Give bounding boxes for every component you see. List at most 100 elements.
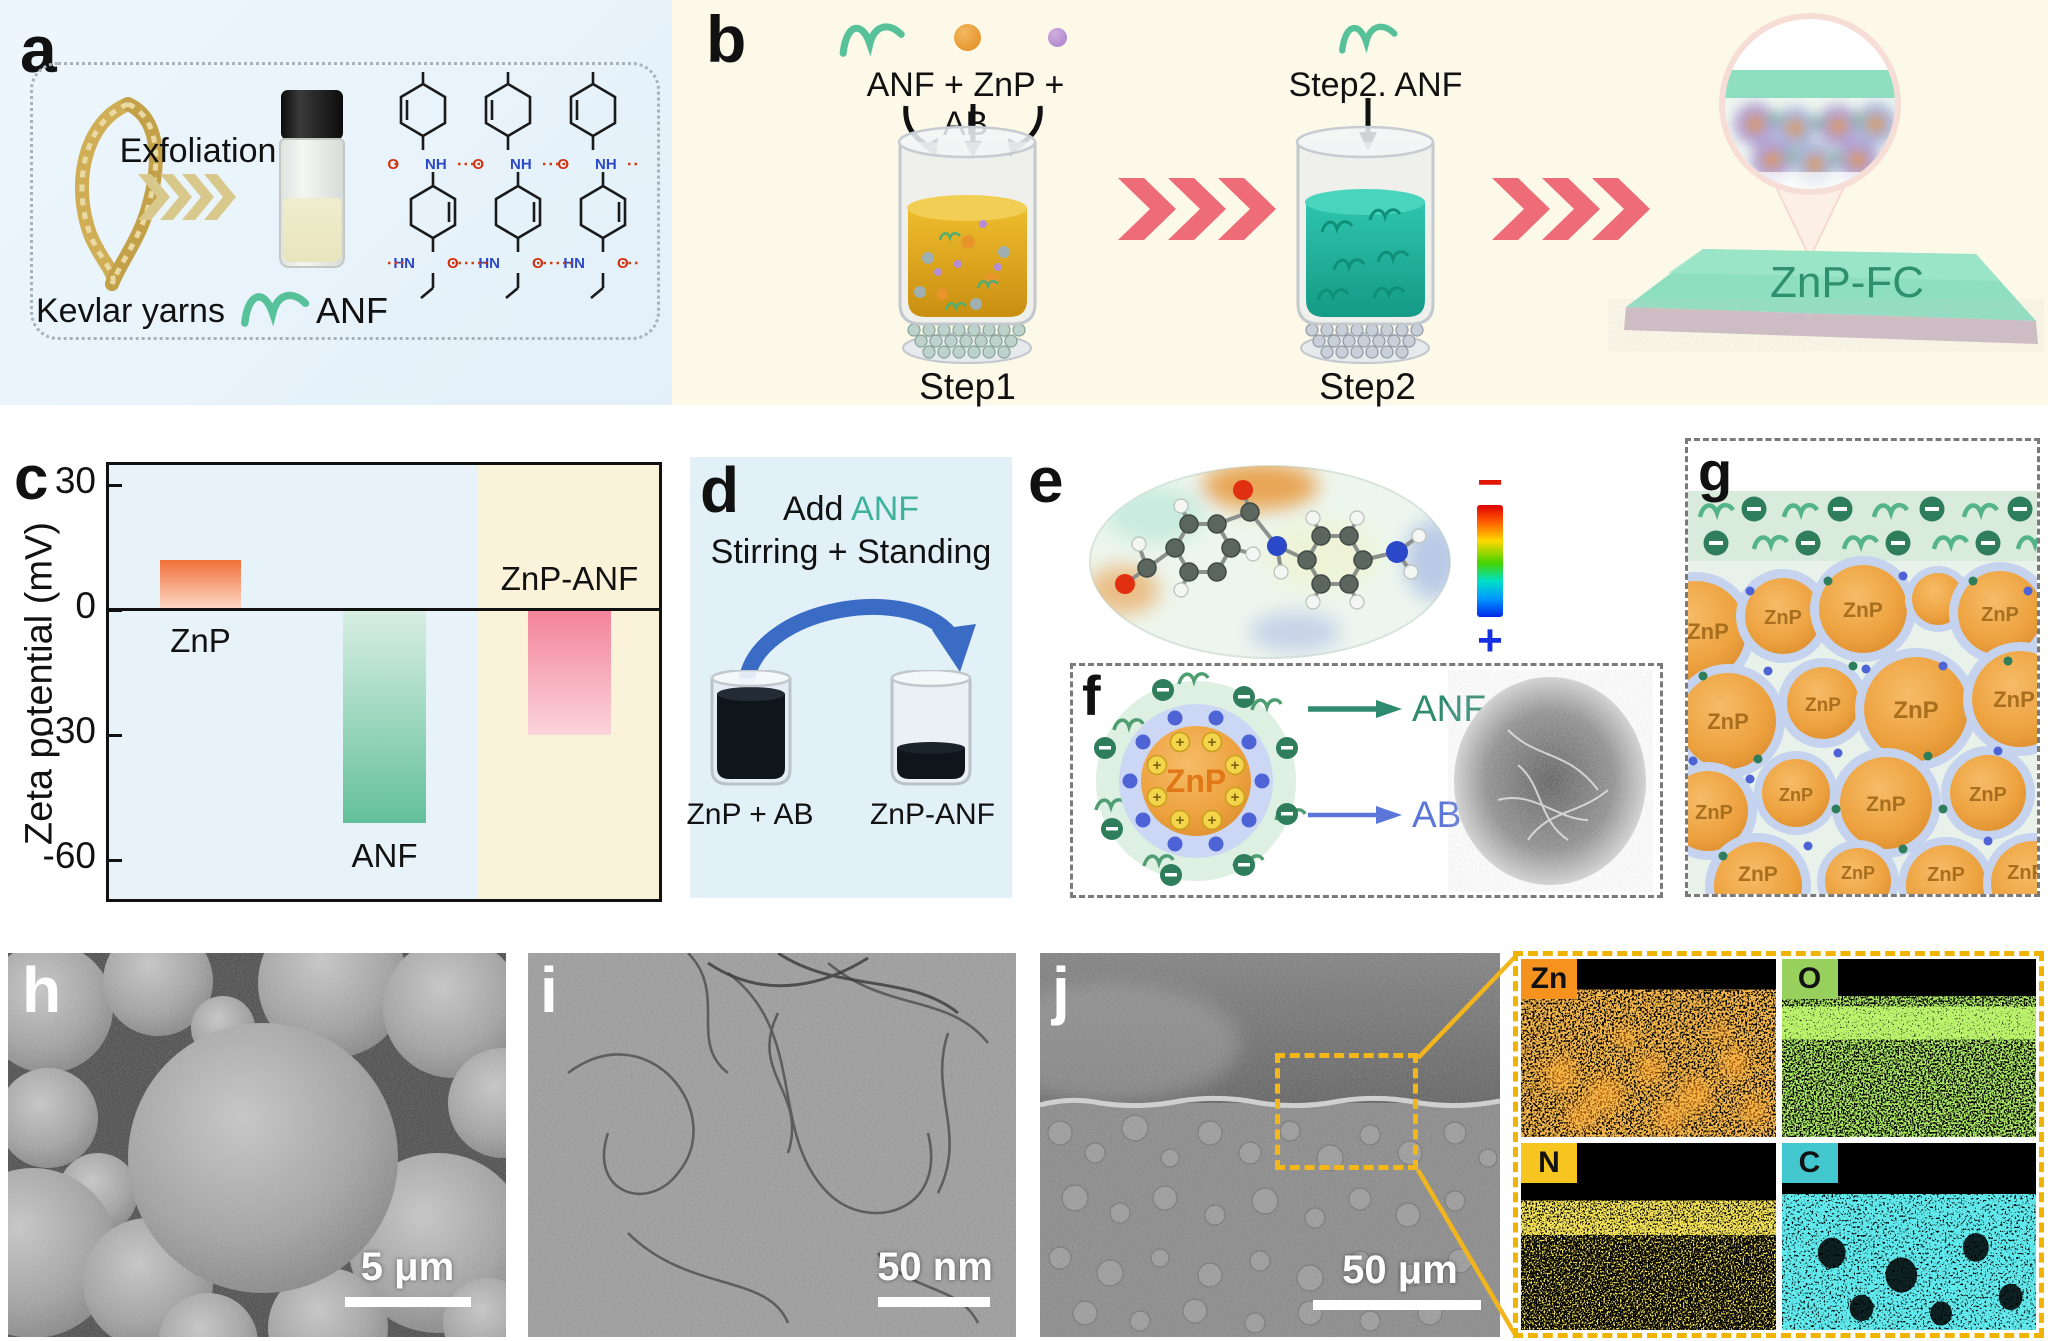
svg-text:NH: NH bbox=[425, 156, 447, 173]
svg-text:ZnP: ZnP bbox=[1688, 619, 1729, 644]
svg-text:ZnP: ZnP bbox=[1893, 697, 1938, 724]
anf-arrow-icon bbox=[1308, 700, 1402, 718]
svg-text:+: + bbox=[1231, 757, 1240, 774]
svg-text:ZnP: ZnP bbox=[1927, 864, 1965, 886]
step2-add-label: Step2. ANF bbox=[1288, 66, 1463, 104]
chart-zero-axis bbox=[109, 608, 659, 611]
svg-text:+: + bbox=[1208, 812, 1217, 829]
svg-text:ZnP: ZnP bbox=[1779, 785, 1813, 805]
eds-connector-lines bbox=[1416, 954, 1518, 1338]
aramid-structure-diagram: O NH HN O bbox=[388, 70, 638, 300]
film-magnifier bbox=[1719, 13, 1901, 261]
eds-map-o: O bbox=[1781, 959, 2036, 1138]
step2-beaker bbox=[1295, 125, 1435, 364]
eds-chip-zn: Zn bbox=[1521, 959, 1577, 999]
eds-region-dashed-rect bbox=[1275, 1053, 1418, 1170]
znp-anf-beaker-photo bbox=[890, 670, 972, 786]
eds-chip-n: N bbox=[1521, 1143, 1577, 1184]
scale-bar-j bbox=[1313, 1300, 1481, 1310]
panel-h-label: h bbox=[22, 954, 62, 1026]
scale-bar-i bbox=[878, 1297, 990, 1307]
zeta-potential-chart: ZnP ANF ZnP-ANF bbox=[106, 462, 662, 902]
step2-label: Step2 bbox=[1319, 366, 1416, 407]
step1-label: Step1 bbox=[919, 366, 1016, 407]
panel-g-label: g bbox=[1698, 440, 1733, 503]
svg-text:ZnP: ZnP bbox=[2007, 862, 2037, 884]
scale-text-j: 50 μm bbox=[1342, 1248, 1458, 1292]
step1-beaker bbox=[897, 125, 1037, 364]
film-cross-section-schematic: ZnP ZnP ZnP ZnP ZnP ZnP ZnP ZnP ZnP ZnP … bbox=[1688, 441, 2037, 894]
stirring-standing-label: Stirring + Standing bbox=[710, 533, 992, 571]
panel-f-dashed-box bbox=[1070, 663, 1663, 898]
product-label: ZnP-FC bbox=[1770, 258, 1924, 307]
add-anf-label: Add ANF bbox=[690, 490, 1012, 529]
svg-text:ZnP: ZnP bbox=[1993, 687, 2035, 712]
svg-text:ZnP: ZnP bbox=[1707, 709, 1749, 734]
y-tick-mark bbox=[109, 858, 122, 862]
process-chevrons-icon bbox=[1492, 178, 1650, 240]
anf-label: ANF bbox=[316, 290, 388, 331]
panel-b-label: b bbox=[706, 2, 747, 76]
svg-text:ZnP: ZnP bbox=[1695, 802, 1733, 824]
panel-f-label: f bbox=[1082, 664, 1101, 727]
svg-text:ZnP: ZnP bbox=[1843, 599, 1883, 622]
ab-arrow-label: AB bbox=[1412, 794, 1462, 835]
mix-label: ANF + ZnP + AB bbox=[866, 66, 1065, 144]
y-tick-label: 30 bbox=[54, 460, 96, 501]
svg-text:ZnP: ZnP bbox=[1969, 784, 2007, 806]
film-cross-section-sem-image bbox=[1040, 953, 1500, 1337]
add-text: Add bbox=[782, 490, 852, 528]
process-chevrons-icon bbox=[1118, 178, 1276, 240]
ab-arrow-icon bbox=[1308, 806, 1402, 824]
znp-ab-beaker-photo bbox=[710, 670, 792, 786]
beaker-right-label: ZnP-ANF bbox=[869, 798, 995, 831]
y-tick-label: 0 bbox=[75, 585, 96, 626]
svg-text:+: + bbox=[1231, 789, 1240, 806]
panel-d-label: d bbox=[700, 454, 740, 526]
colorbar-plus-label: + bbox=[1477, 616, 1503, 665]
eds-map-c: C bbox=[1781, 1143, 2036, 1330]
eds-chip-c: C bbox=[1781, 1143, 1838, 1184]
bar-label-ZnP-ANF: ZnP-ANF bbox=[500, 560, 639, 597]
ab-particle-icon bbox=[1048, 28, 1067, 47]
panel-e-label: e bbox=[1028, 444, 1064, 516]
bar-label-ANF: ANF bbox=[351, 836, 418, 874]
y-tick-label: -30 bbox=[42, 710, 96, 751]
panel-c-label: c bbox=[14, 444, 49, 513]
svg-text:+: + bbox=[1176, 812, 1185, 829]
panel-j-label: j bbox=[1052, 954, 1070, 1026]
anf-text: ANF bbox=[851, 490, 920, 528]
svg-text:ZnP: ZnP bbox=[1166, 763, 1226, 799]
svg-text:+: + bbox=[1153, 757, 1162, 774]
scale-bar-h bbox=[345, 1297, 471, 1307]
anf-squiggle-icon bbox=[839, 23, 905, 57]
svg-text:+: + bbox=[1208, 734, 1217, 751]
y-tick-mark bbox=[109, 608, 122, 612]
core-shell-schematic: + + + + + + + + ZnP bbox=[1094, 672, 1307, 886]
eds-maps-box: Zn O N C bbox=[1513, 951, 2044, 1338]
scale-text-i: 50 nm bbox=[877, 1245, 993, 1289]
exfoliation-label: Exfoliation bbox=[119, 132, 277, 170]
bar-ZnP-ANF bbox=[528, 610, 611, 735]
svg-text:ZnP: ZnP bbox=[1981, 604, 2019, 626]
bar-label-ZnP: ZnP bbox=[170, 622, 231, 659]
esp-molecule bbox=[1089, 465, 1451, 659]
colorbar-minus-label: − bbox=[1477, 458, 1503, 507]
scale-text-h: 5 μm bbox=[360, 1245, 455, 1289]
y-tick-mark bbox=[109, 733, 122, 737]
anf-squiggle-icon bbox=[241, 291, 310, 327]
svg-text:O: O bbox=[388, 156, 399, 173]
panel-i-label: i bbox=[540, 954, 558, 1026]
eds-map-n: N bbox=[1521, 1143, 1776, 1330]
bar-ANF bbox=[343, 610, 426, 823]
svg-text:ZnP: ZnP bbox=[1738, 863, 1778, 886]
anf-network-sem-image bbox=[1454, 677, 1646, 885]
panel-a-dashed-box bbox=[30, 62, 660, 340]
eds-chip-o: O bbox=[1781, 959, 1838, 999]
bar-ZnP bbox=[160, 560, 241, 610]
znp-fc-film bbox=[1624, 249, 2038, 347]
kevlar-yarn-icon bbox=[74, 97, 163, 291]
svg-text:+: + bbox=[1176, 734, 1185, 751]
znp-particle-icon bbox=[954, 24, 981, 51]
znp-spheres-sem-image bbox=[8, 953, 506, 1337]
